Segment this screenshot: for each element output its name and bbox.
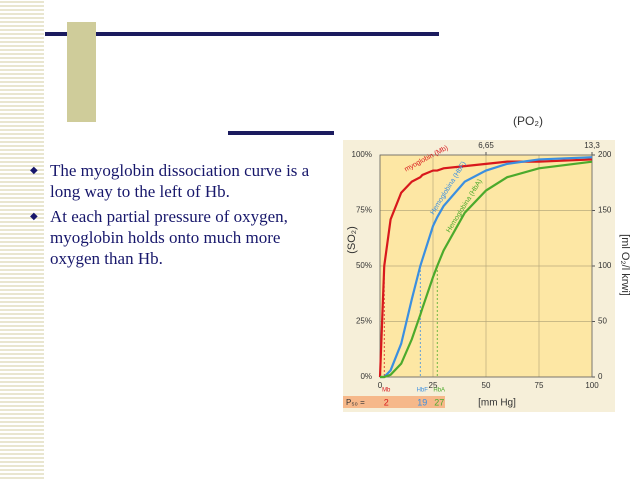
y2-tick-label: 0 xyxy=(598,372,603,381)
p50-value: 19 xyxy=(417,397,427,407)
curve xyxy=(378,158,593,378)
p50-value: 27 xyxy=(434,397,444,407)
p50-label: P₅₀ = xyxy=(346,398,365,407)
short-rule xyxy=(228,131,334,135)
bullet-list: The myoglobin dissociation curve is a lo… xyxy=(30,160,320,273)
y2-tick-label: 200 xyxy=(598,150,612,159)
curve xyxy=(380,156,593,379)
x2-axis-label: (PO₂) xyxy=(513,114,543,128)
x-tick-label: 75 xyxy=(535,381,544,390)
x-tick-label: 25 xyxy=(429,381,438,390)
accent-bar xyxy=(67,22,96,122)
y-tick-label: 25% xyxy=(356,317,372,326)
x-tick-label: 50 xyxy=(482,381,491,390)
y2-tick-label: 100 xyxy=(598,261,612,270)
top-rule xyxy=(45,32,439,36)
series-abbr: HbF xyxy=(417,388,429,394)
x2-tick-label: 13,3 xyxy=(584,141,600,150)
y-tick-label: 0% xyxy=(360,372,372,381)
p50-band xyxy=(343,396,445,408)
bullet: The myoglobin dissociation curve is a lo… xyxy=(30,160,320,202)
x-axis-label: [mm Hg] xyxy=(478,398,516,409)
curve xyxy=(380,160,593,379)
bullet: At each partial pressure of oxygen, myog… xyxy=(30,206,320,269)
x2-tick-label: 6,65 xyxy=(478,141,494,150)
y-tick-label: 75% xyxy=(356,206,372,215)
series-abbr: Mb xyxy=(382,388,391,394)
y-tick-label: 50% xyxy=(356,261,372,270)
series-abbr: HbA xyxy=(433,388,445,394)
x-tick-label: 0 xyxy=(378,381,383,390)
x-tick-label: 100 xyxy=(585,381,599,390)
y-axis-label: (SO₂) xyxy=(346,226,358,254)
y-tick-label: 100% xyxy=(352,150,372,159)
plot-frame xyxy=(379,154,593,378)
y2-tick-label: 150 xyxy=(598,206,612,215)
y2-axis-label: [ml O₂/l krwi] xyxy=(619,234,631,296)
y2-tick-label: 50 xyxy=(598,317,607,326)
p50-value: 2 xyxy=(384,397,389,407)
